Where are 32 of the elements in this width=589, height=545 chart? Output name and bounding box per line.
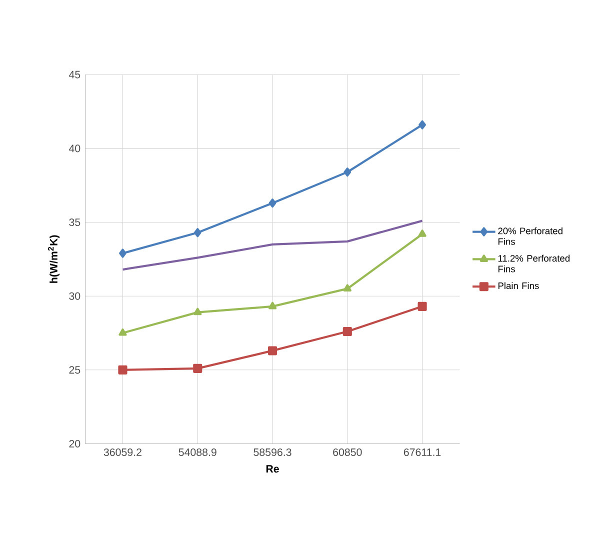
x-tick-label: 54088.9 xyxy=(178,448,216,456)
point xyxy=(268,198,276,208)
point xyxy=(118,365,128,374)
y-tick-label: 35 xyxy=(69,218,80,226)
legend-label: Plain Fins xyxy=(498,282,539,290)
point xyxy=(344,168,352,177)
legend-label: 20% Perforated Fins xyxy=(498,227,562,245)
y-tick-label: 40 xyxy=(68,144,80,152)
point xyxy=(119,248,126,258)
point xyxy=(193,364,202,373)
point xyxy=(343,284,352,292)
legend-label: 11.2% Perforated Fins xyxy=(498,254,570,272)
point xyxy=(194,228,202,238)
point xyxy=(342,327,352,336)
point xyxy=(268,346,278,356)
y-tick-label: 30 xyxy=(69,292,80,300)
point xyxy=(268,302,277,310)
y-tick-label: 25 xyxy=(69,366,80,374)
x-tick-label: 60850 xyxy=(333,448,362,456)
y-tick-label: 20 xyxy=(69,440,80,448)
y-tick-label: 45 xyxy=(68,70,80,78)
x-tick-label: 58596.3 xyxy=(254,448,292,456)
x-tick-label: 67611.1 xyxy=(404,448,441,456)
point xyxy=(418,230,426,237)
point xyxy=(418,302,427,311)
point xyxy=(194,308,202,316)
line-series xyxy=(122,220,424,271)
x-axis-title: Re xyxy=(266,465,279,473)
point xyxy=(118,328,127,336)
point xyxy=(418,120,426,130)
x-tick-label: 36059.2 xyxy=(104,448,142,456)
y-axis-title: h(W/m$^{2}$K) xyxy=(48,235,60,283)
